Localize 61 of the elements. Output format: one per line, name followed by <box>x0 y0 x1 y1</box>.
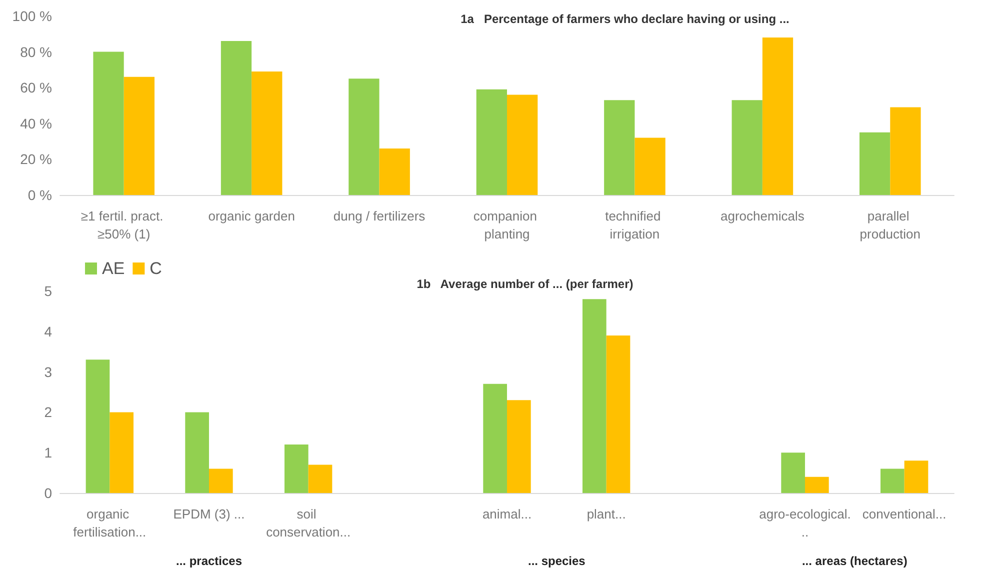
y-tick-label: 60 % <box>20 80 52 96</box>
bar <box>483 384 507 493</box>
x-tick-label: parallel production <box>860 208 920 242</box>
y-tick-label: 0 % <box>28 187 52 203</box>
x-tick-label: organic fertilisation... <box>73 506 146 540</box>
chart-title: 1a Percentage of farmers who declare having or using ... <box>460 12 790 26</box>
bar <box>110 412 134 493</box>
text: ... areas (hectares) <box>802 554 908 568</box>
bar <box>209 468 233 493</box>
bar <box>880 468 904 493</box>
bar <box>781 452 805 493</box>
bar <box>890 107 921 195</box>
legend-label: AE <box>102 259 125 278</box>
x-tick-label: organic garden <box>208 208 295 224</box>
bar <box>476 89 507 195</box>
x-tick-label: animal... <box>482 506 532 522</box>
x-tick-label: EPDM (3) ... <box>173 506 245 522</box>
bar <box>507 400 531 493</box>
text: ... practices <box>176 554 242 568</box>
bar <box>220 41 252 195</box>
bar <box>805 476 829 493</box>
y-tick-label: 20 % <box>20 151 52 168</box>
y-tick-label: 1 <box>44 444 52 461</box>
bar <box>604 100 635 195</box>
bar <box>252 71 282 195</box>
bar <box>762 37 794 195</box>
bar <box>348 78 380 195</box>
bar <box>582 299 606 493</box>
x-tick-label: companion planting <box>473 208 541 242</box>
legend-label: C <box>150 259 162 278</box>
bar <box>507 94 538 195</box>
bar <box>284 444 308 493</box>
y-tick-label: 100 % <box>12 8 52 24</box>
y-tick-label: 3 <box>44 364 52 380</box>
bar <box>904 460 928 493</box>
y-tick-label: 0 <box>44 485 52 501</box>
y-tick-label: 2 <box>44 404 52 420</box>
chart-title: 1b Average number of ... (per farmer) <box>416 277 634 291</box>
x-tick-label: ≥1 fertil. pract. ≥50% (1) <box>80 208 167 242</box>
x-tick-label: agro-ecological... <box>759 506 851 540</box>
y-tick-label: 5 <box>44 283 52 299</box>
text: ... species <box>528 554 586 568</box>
bar <box>308 464 332 493</box>
bar <box>634 138 666 195</box>
bar <box>379 148 410 195</box>
bar <box>606 335 630 493</box>
x-tick-label: soil conservation... <box>266 506 351 540</box>
x-tick-label: plant... <box>586 506 626 522</box>
x-tick-label: agrochemicals <box>720 208 805 224</box>
bar <box>859 132 890 195</box>
y-tick-label: 40 % <box>20 115 52 132</box>
x-tick-label: dung / fertilizers <box>333 208 426 224</box>
x-tick-label: technified irrigation <box>605 208 664 242</box>
bar <box>124 76 155 195</box>
x-tick-label: conventional... <box>862 506 946 522</box>
bar <box>93 52 124 195</box>
bar <box>732 100 762 195</box>
y-tick-label: 80 % <box>20 44 52 60</box>
y-tick-label: 4 <box>44 323 52 340</box>
bar <box>185 412 209 493</box>
bar <box>86 360 110 493</box>
